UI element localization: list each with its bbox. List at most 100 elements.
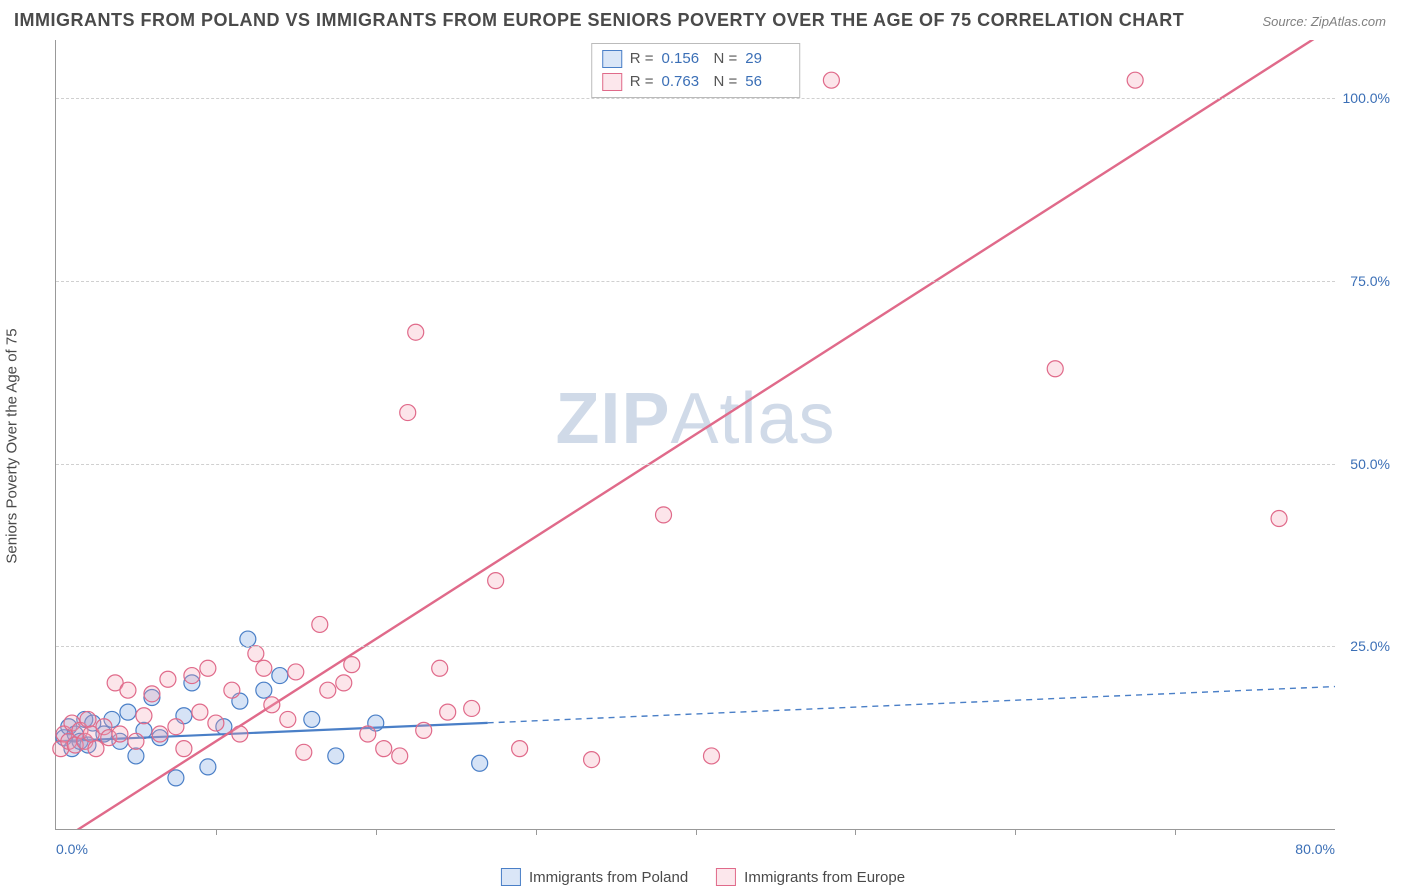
data-point-europe [584, 752, 600, 768]
xtick-mark [1175, 829, 1176, 835]
xtick-mark [216, 829, 217, 835]
data-point-poland [256, 682, 272, 698]
xtick-mark [536, 829, 537, 835]
swatch-europe [602, 73, 622, 91]
data-point-europe [224, 682, 240, 698]
data-point-europe [336, 675, 352, 691]
data-point-europe [200, 660, 216, 676]
legend-label-europe: Immigrants from Europe [744, 869, 905, 886]
r-value: 0.156 [662, 48, 706, 71]
data-point-europe [312, 616, 328, 632]
data-point-europe [192, 704, 208, 720]
data-point-europe [400, 405, 416, 421]
data-point-europe [248, 646, 264, 662]
stats-row-poland: R = 0.156 N = 29 [602, 48, 790, 71]
gridline-h [56, 281, 1335, 282]
ytick-label: 75.0% [1340, 273, 1390, 289]
r-label: R = [630, 71, 654, 94]
data-point-europe [464, 700, 480, 716]
data-point-europe [344, 657, 360, 673]
data-point-europe [408, 324, 424, 340]
data-point-poland [472, 755, 488, 771]
data-point-europe [80, 711, 96, 727]
regression-line-dash-poland [488, 687, 1335, 723]
xtick-mark [855, 829, 856, 835]
legend-item-poland: Immigrants from Poland [501, 868, 688, 886]
data-point-europe [823, 72, 839, 88]
source-prefix: Source: [1262, 14, 1310, 29]
ytick-label: 50.0% [1340, 456, 1390, 472]
legend-swatch-poland [501, 868, 521, 886]
gridline-h [56, 646, 1335, 647]
data-point-europe [288, 664, 304, 680]
data-point-europe [360, 726, 376, 742]
data-point-poland [128, 748, 144, 764]
data-point-poland [168, 770, 184, 786]
data-point-poland [304, 711, 320, 727]
data-point-europe [296, 744, 312, 760]
n-value: 29 [745, 48, 789, 71]
xtick-label: 80.0% [1295, 841, 1335, 857]
gridline-h [56, 464, 1335, 465]
ytick-label: 25.0% [1340, 638, 1390, 654]
stats-legend-box: R = 0.156 N = 29 R = 0.763 N = 56 [591, 43, 801, 98]
plot-area: ZIPAtlas R =0.156N =29R =0.763N =56 25.0… [55, 40, 1335, 830]
data-point-europe [1047, 361, 1063, 377]
data-point-europe [488, 573, 504, 589]
y-axis-label: Seniors Poverty Over the Age of 75 [4, 328, 21, 563]
ytick-label: 100.0% [1340, 90, 1390, 106]
data-point-europe [416, 722, 432, 738]
data-point-poland [240, 631, 256, 647]
data-point-europe [208, 715, 224, 731]
data-point-poland [120, 704, 136, 720]
r-value: 0.763 [662, 71, 706, 94]
swatch-poland [602, 50, 622, 68]
data-point-europe [656, 507, 672, 523]
data-point-europe [176, 741, 192, 757]
legend-item-europe: Immigrants from Europe [716, 868, 905, 886]
data-point-europe [128, 733, 144, 749]
xtick-label: 0.0% [56, 841, 88, 857]
r-label: R = [630, 48, 654, 71]
xtick-mark [696, 829, 697, 835]
stats-row-europe: R = 0.763 N = 56 [602, 71, 790, 94]
data-point-europe [280, 711, 296, 727]
data-point-poland [272, 668, 288, 684]
data-point-europe [440, 704, 456, 720]
data-point-europe [1127, 72, 1143, 88]
data-point-europe [264, 697, 280, 713]
data-point-europe [120, 682, 136, 698]
source-name: ZipAtlas.com [1311, 14, 1386, 29]
data-point-europe [112, 726, 128, 742]
xtick-mark [376, 829, 377, 835]
chart-svg [56, 40, 1335, 829]
data-point-poland [200, 759, 216, 775]
data-point-europe [432, 660, 448, 676]
chart-title: IMMIGRANTS FROM POLAND VS IMMIGRANTS FRO… [14, 10, 1184, 31]
data-point-europe [320, 682, 336, 698]
data-point-europe [184, 668, 200, 684]
data-point-europe [88, 741, 104, 757]
data-point-europe [144, 686, 160, 702]
data-point-europe [160, 671, 176, 687]
legend-swatch-europe [716, 868, 736, 886]
data-point-europe [256, 660, 272, 676]
source-attribution: Source: ZipAtlas.com [1262, 14, 1386, 29]
data-point-europe [232, 726, 248, 742]
data-point-europe [376, 741, 392, 757]
data-point-europe [392, 748, 408, 764]
legend-label-poland: Immigrants from Poland [529, 869, 688, 886]
data-point-europe [512, 741, 528, 757]
bottom-legend: Immigrants from Poland Immigrants from Eu… [501, 868, 905, 886]
n-label: N = [714, 48, 738, 71]
n-label: N = [714, 71, 738, 94]
data-point-europe [168, 719, 184, 735]
data-point-europe [136, 708, 152, 724]
data-point-europe [152, 726, 168, 742]
gridline-h [56, 98, 1335, 99]
regression-line-europe [56, 25, 1335, 843]
data-point-europe [703, 748, 719, 764]
n-value: 56 [745, 71, 789, 94]
data-point-europe [1271, 511, 1287, 527]
data-point-poland [328, 748, 344, 764]
